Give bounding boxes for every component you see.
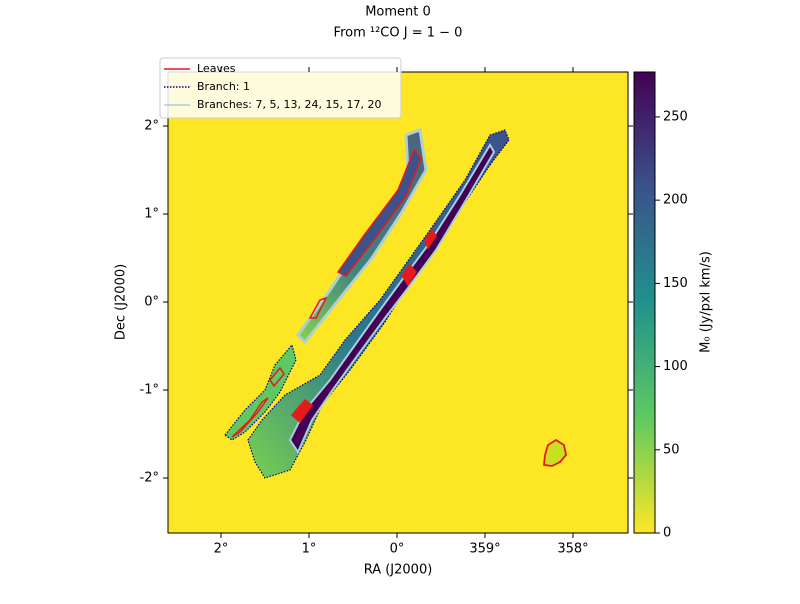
x-tick-label: 359° (469, 542, 500, 557)
legend: Leaves Branch: 1 Branches: 7, 5, 13, 24, 1… (159, 57, 402, 119)
y-tick-label: 2° (144, 119, 159, 134)
y-axis-label: Dec (J2000) (114, 264, 129, 340)
y-tick-label: 1° (144, 207, 159, 222)
x-axis-label: RA (J2000) (364, 563, 433, 578)
colorbar-tick-label: 200 (663, 193, 688, 208)
legend-label: Branch: 1 (197, 80, 250, 93)
x-tick-label: 1° (302, 542, 317, 557)
colorbar-tick-label: 150 (663, 276, 688, 291)
y-tick-label: -1° (140, 383, 159, 398)
colorbar (633, 71, 656, 534)
chart-title: Moment 0 (365, 5, 431, 20)
colorbar-label: M₀ (Jy/pxl km/s) (699, 251, 714, 353)
chart-subtitle: From ¹²CO J = 1 − 0 (334, 26, 463, 41)
colorbar-tick-label: 0 (663, 526, 671, 541)
colorbar-tick-label: 100 (663, 359, 688, 374)
y-tick-label: 0° (144, 295, 159, 310)
x-tick-label: 358° (557, 542, 588, 557)
y-tick-label: -2° (140, 471, 159, 486)
map-features (224, 127, 567, 479)
x-tick-label: 2° (214, 542, 229, 557)
colorbar-tick-label: 50 (663, 442, 680, 457)
x-tick-label: 0° (390, 542, 405, 557)
legend-label: Leaves (197, 62, 236, 75)
colorbar-tick-label: 250 (663, 109, 688, 124)
legend-label: Branches: 7, 5, 13, 24, 15, 17, 20 (197, 98, 381, 111)
